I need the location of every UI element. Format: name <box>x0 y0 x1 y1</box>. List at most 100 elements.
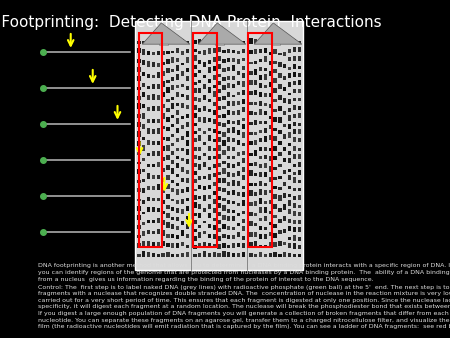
Bar <box>254 183 257 186</box>
Bar <box>227 209 230 213</box>
Bar <box>254 140 257 145</box>
Bar <box>157 151 160 156</box>
Bar <box>237 101 240 105</box>
Bar <box>185 131 189 137</box>
Bar <box>181 242 184 246</box>
Bar <box>297 205 301 208</box>
Bar <box>203 142 206 145</box>
Bar <box>278 130 282 134</box>
Bar <box>162 200 165 204</box>
Bar <box>181 125 184 129</box>
Bar <box>137 76 141 81</box>
Bar <box>292 81 296 85</box>
Bar <box>259 75 262 80</box>
Bar <box>297 47 301 52</box>
Bar <box>217 163 221 167</box>
Bar <box>193 113 197 118</box>
Bar <box>273 40 277 44</box>
Bar <box>222 132 225 137</box>
Bar <box>208 118 211 122</box>
Bar <box>242 252 245 257</box>
Bar <box>249 242 252 247</box>
Bar <box>208 167 211 170</box>
Bar <box>152 62 155 67</box>
Bar <box>176 58 180 62</box>
Bar <box>193 179 197 183</box>
Bar <box>283 76 286 80</box>
Bar <box>152 75 155 78</box>
Bar <box>185 76 189 81</box>
Bar <box>166 155 170 160</box>
Bar <box>166 165 170 170</box>
Bar <box>142 179 145 183</box>
Bar <box>176 74 180 80</box>
Bar <box>249 253 252 257</box>
Bar <box>181 103 184 108</box>
Bar <box>198 225 202 228</box>
Bar <box>166 194 170 199</box>
Bar <box>283 204 286 210</box>
Bar <box>171 254 175 257</box>
Bar <box>162 146 165 150</box>
Bar <box>157 72 160 78</box>
Bar <box>176 103 180 106</box>
Bar <box>297 180 301 183</box>
Bar <box>198 39 202 44</box>
Bar <box>147 208 150 212</box>
Bar <box>222 85 225 91</box>
Bar <box>237 252 240 257</box>
Bar <box>137 87 141 91</box>
Bar <box>288 219 291 223</box>
Bar <box>259 234 262 239</box>
Bar <box>227 49 230 53</box>
Bar <box>232 138 235 142</box>
Bar <box>242 132 245 138</box>
Bar <box>162 178 165 183</box>
Bar <box>157 162 160 167</box>
Bar <box>264 136 267 142</box>
Bar <box>288 123 291 129</box>
Bar <box>171 57 175 63</box>
Bar <box>297 41 301 44</box>
Bar <box>264 111 267 115</box>
Bar <box>292 153 296 159</box>
Bar <box>203 131 206 134</box>
Bar <box>259 172 262 177</box>
Bar <box>242 243 245 248</box>
Polygon shape <box>198 23 246 44</box>
Bar <box>288 226 291 231</box>
Bar <box>176 65 180 71</box>
Bar <box>249 170 252 176</box>
Bar <box>147 186 150 190</box>
Bar <box>152 164 155 167</box>
Bar <box>171 103 175 109</box>
Bar <box>283 252 286 257</box>
Bar <box>212 244 216 248</box>
Bar <box>227 200 230 204</box>
Bar <box>171 180 175 183</box>
Bar <box>217 131 221 134</box>
Bar <box>297 237 301 241</box>
Bar <box>237 40 240 44</box>
Bar <box>193 189 197 191</box>
Bar <box>242 219 245 223</box>
Bar <box>142 72 145 76</box>
Bar <box>259 218 262 221</box>
Bar <box>217 236 221 241</box>
Bar <box>222 115 225 118</box>
Bar <box>278 95 282 100</box>
Bar <box>292 105 296 110</box>
Bar <box>254 69 257 75</box>
Bar <box>176 208 180 213</box>
Bar <box>264 103 267 106</box>
Bar <box>166 145 170 150</box>
Bar <box>297 66 301 69</box>
Bar <box>152 129 155 134</box>
Bar <box>273 242 277 247</box>
Bar <box>212 182 216 186</box>
Bar <box>162 113 165 119</box>
Bar <box>203 231 206 235</box>
Bar <box>227 39 230 44</box>
Bar <box>147 241 150 246</box>
Bar <box>212 41 216 44</box>
